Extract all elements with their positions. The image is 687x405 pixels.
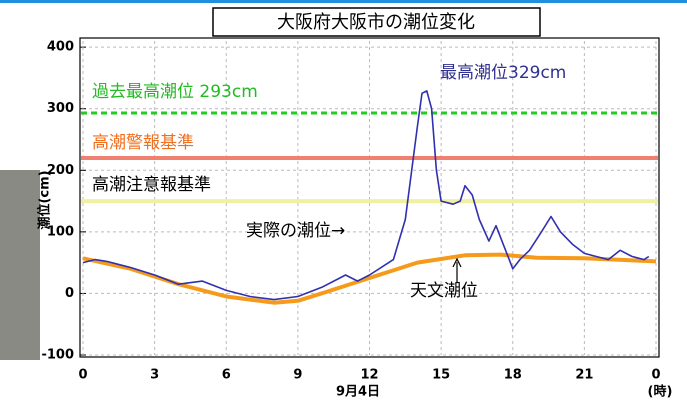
annotation-arrowhead (452, 257, 462, 268)
x-tick-label: 3 (150, 368, 159, 383)
annotation: 過去最高潮位 293cm (92, 82, 258, 102)
annotation: 実際の潮位→ (246, 221, 345, 241)
annotation: 天文潮位 (410, 281, 478, 301)
top-bar (0, 0, 687, 3)
x-tick-label: 6 (222, 368, 231, 383)
x-axis-label: 9月4日 (336, 385, 380, 400)
x-tick-label: 0 (78, 368, 87, 383)
x-unit: (時) (648, 384, 673, 400)
y-tick-label: 200 (47, 163, 74, 178)
y-tick-label: 0 (65, 286, 74, 301)
plot: -100 0 100 200 300 400 0 3 6 9 12 15 18 21 0 (41, 37, 661, 383)
annotation: 最高潮位329cm (440, 63, 566, 83)
series-line (82, 90, 650, 301)
x-tick-label: 12 (360, 368, 378, 383)
y-tick-label: 100 (47, 224, 74, 239)
x-tick-label: 15 (432, 368, 450, 383)
x-tick-label: 21 (575, 368, 593, 383)
y-tick-label: 300 (47, 101, 74, 116)
y-axis-label: 潮位(cm) (37, 170, 53, 229)
series-line (82, 252, 657, 305)
annotation: 高潮注意報基準 (92, 175, 211, 195)
photo-strip (0, 170, 40, 360)
x-tick-label: 9 (293, 368, 302, 383)
x-tick-label: 18 (504, 368, 522, 383)
title-box (212, 7, 541, 37)
y-tick-label: -100 (41, 348, 74, 363)
chart-title: 大阪府大阪市の潮位変化 (277, 12, 475, 33)
x-tick-label: 0 (651, 368, 660, 383)
y-tick-label: 400 (47, 40, 74, 55)
annotation: 高潮警報基準 (92, 133, 194, 153)
